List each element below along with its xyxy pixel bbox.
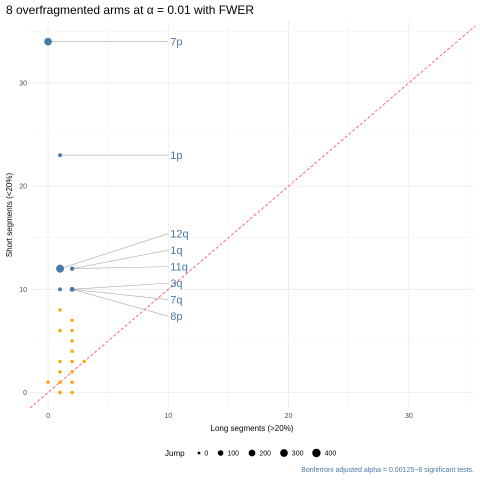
- x-tick-label: 10: [164, 413, 172, 420]
- arm-label: 7p: [170, 37, 182, 49]
- data-point: [82, 359, 86, 364]
- data-point: [70, 318, 74, 322]
- nonsignificant-points: [46, 308, 86, 395]
- chart-title: 8 overfragmented arms at α = 0.01 with F…: [6, 3, 254, 17]
- data-point: [58, 380, 62, 384]
- x-tick-label: 30: [405, 413, 413, 420]
- y-tick-label: 20: [19, 184, 27, 191]
- arm-label: 3q: [170, 278, 182, 290]
- arm-label: 1p: [170, 150, 182, 162]
- arm-label: 12q: [170, 229, 188, 241]
- arm-label: 7q: [170, 295, 182, 307]
- significant-point: [44, 37, 52, 46]
- x-tick-label: 0: [46, 413, 50, 420]
- data-point: [58, 390, 62, 395]
- legend-key: [280, 449, 288, 457]
- significant-point: [58, 153, 63, 158]
- arm-label: 11q: [170, 262, 188, 274]
- arm-label: 1q: [170, 245, 182, 257]
- leader-line: [72, 282, 169, 290]
- data-point: [46, 380, 50, 384]
- y-tick-label: 0: [23, 390, 27, 397]
- label-leader-lines: [48, 41, 169, 317]
- legend-key: [248, 449, 256, 457]
- identity-reference-line: [29, 25, 476, 409]
- legend-title: Jump: [165, 449, 185, 458]
- grid-lines: [30, 21, 475, 408]
- legend-label: 300: [292, 451, 304, 458]
- leader-line: [72, 289, 169, 300]
- data-point: [58, 370, 62, 374]
- legend-label: 400: [325, 451, 337, 458]
- data-point: [70, 370, 74, 374]
- legend-key: [312, 448, 321, 458]
- legend-key: [217, 450, 224, 456]
- x-axis-label: Long segments (>20%): [211, 424, 294, 433]
- data-point: [70, 339, 74, 343]
- data-point: [70, 380, 74, 384]
- legend-key: [197, 451, 201, 455]
- data-point: [58, 308, 62, 312]
- data-point: [70, 328, 74, 333]
- caption: Bonferroni adjusted alpha = 0.00125~8 si…: [301, 467, 474, 474]
- significant-point: [56, 264, 65, 273]
- significant-point: [58, 287, 63, 292]
- significant-point: [69, 286, 75, 292]
- y-tick-label: 30: [19, 80, 27, 87]
- leader-line: [72, 266, 169, 269]
- data-point: [70, 349, 74, 353]
- leader-line: [59, 233, 169, 269]
- leader-line: [72, 249, 169, 269]
- jump-legend: Jump 0 100 200 300 400: [165, 448, 337, 458]
- x-tick-label: 20: [285, 413, 293, 420]
- y-axis-label: Short segments (<20%): [5, 173, 14, 258]
- legend-label: 100: [227, 451, 239, 458]
- arm-label: 8p: [170, 311, 182, 323]
- axis-ticks: 0 10 20 30 0 10 20 30: [19, 80, 413, 420]
- y-tick-label: 10: [19, 287, 27, 294]
- legend-label: 200: [259, 451, 271, 458]
- leader-line: [72, 289, 169, 317]
- significant-points: [44, 37, 75, 292]
- legend-label: 0: [204, 451, 208, 458]
- data-point: [70, 359, 74, 364]
- reference-line-layer: [29, 25, 476, 409]
- arm-labels: 7p 1p 12q 1q 11q 3q 7q 8p: [170, 37, 188, 324]
- data-point: [70, 390, 74, 395]
- data-point: [58, 359, 62, 364]
- data-point: [58, 328, 62, 333]
- plot-panel: [30, 21, 475, 408]
- significant-point: [69, 266, 75, 271]
